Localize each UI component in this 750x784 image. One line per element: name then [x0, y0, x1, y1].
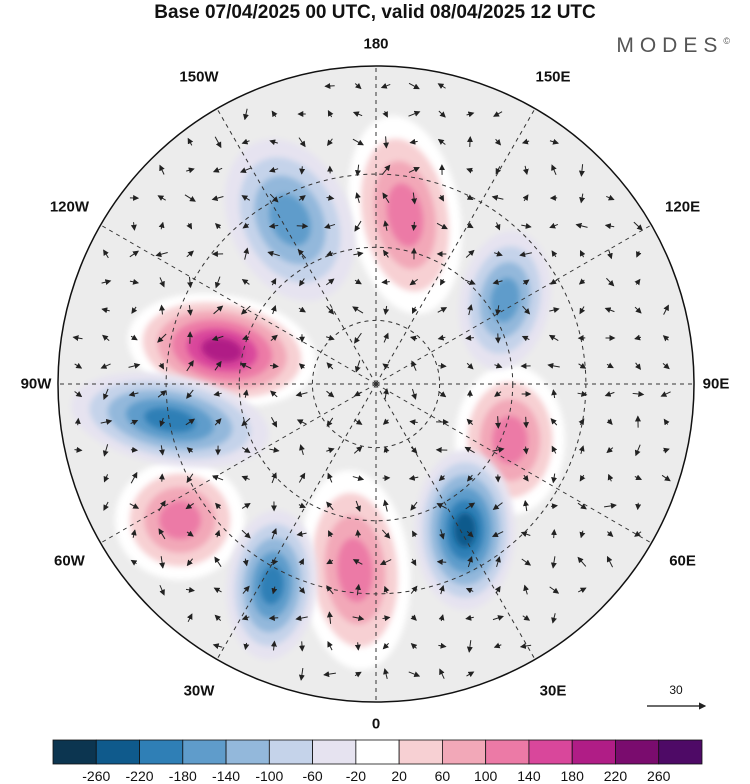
colorbar-tick-label: 260 — [647, 768, 670, 784]
colorbar-segment — [356, 740, 399, 764]
colorbar-tick-label: -220 — [126, 768, 154, 784]
colorbar-tick-label: -140 — [212, 768, 240, 784]
colorbar-segment — [183, 740, 226, 764]
colorbar-tick-label: -260 — [82, 768, 110, 784]
colorbar-segment — [96, 740, 139, 764]
colorbar-segment — [226, 740, 269, 764]
colorbar-tick-label: 220 — [604, 768, 627, 784]
colorbar-segment — [399, 740, 442, 764]
colorbar-tick-label: 60 — [435, 768, 451, 784]
colorbar-tick-label: 140 — [517, 768, 540, 784]
colorbar-tick-label: -100 — [255, 768, 283, 784]
colorbar-segment — [659, 740, 702, 764]
colorbar-segment — [572, 740, 615, 764]
colorbar-segment — [140, 740, 183, 764]
colorbar-tick-label: 180 — [561, 768, 584, 784]
colorbar-segment — [529, 740, 572, 764]
colorbar-segment — [486, 740, 529, 764]
colorbar-segment — [269, 740, 312, 764]
colorbar-tick-label: -60 — [302, 768, 322, 784]
colorbar-segment — [442, 740, 485, 764]
colorbar-segment — [313, 740, 356, 764]
colorbar-tick-label: -180 — [169, 768, 197, 784]
colorbar-tick-label: -20 — [346, 768, 366, 784]
colorbar-tick-label: 20 — [391, 768, 407, 784]
colorbar-segment — [615, 740, 658, 764]
colorbar-segment — [53, 740, 96, 764]
colorbar-tick-label: 100 — [474, 768, 497, 784]
